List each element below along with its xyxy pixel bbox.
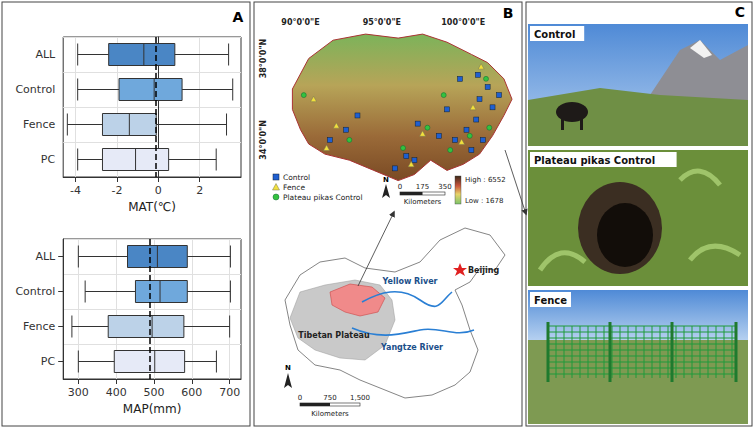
svg-text:Control: Control — [15, 83, 55, 96]
svg-text:700: 700 — [219, 386, 240, 399]
svg-text:Fence: Fence — [283, 183, 305, 192]
svg-text:34°0'0"N: 34°0'0"N — [259, 120, 268, 160]
svg-text:ALL: ALL — [35, 48, 56, 61]
svg-text:A: A — [233, 9, 244, 25]
svg-text:600: 600 — [181, 386, 202, 399]
svg-text:N: N — [383, 176, 389, 184]
svg-text:0: 0 — [298, 394, 302, 402]
svg-text:Tibetan Plateau: Tibetan Plateau — [298, 331, 370, 340]
svg-text:0: 0 — [155, 184, 162, 197]
svg-text:N: N — [285, 364, 291, 372]
svg-text:100°0'0"E: 100°0'0"E — [441, 18, 485, 27]
svg-text:Yellow River: Yellow River — [381, 277, 437, 286]
svg-text:Kilometers: Kilometers — [311, 410, 349, 418]
svg-text:400: 400 — [106, 386, 127, 399]
svg-text:500: 500 — [143, 386, 164, 399]
svg-text:ALL: ALL — [35, 250, 56, 263]
svg-text:Kilometers: Kilometers — [404, 198, 442, 206]
svg-text:Fence: Fence — [534, 295, 567, 306]
svg-text:Fence: Fence — [23, 320, 56, 333]
svg-text:38°0'0"N: 38°0'0"N — [259, 39, 268, 79]
svg-text:Control: Control — [15, 285, 55, 298]
svg-text:0: 0 — [398, 183, 402, 191]
svg-text:MAP(mm): MAP(mm) — [123, 402, 182, 416]
svg-text:High : 6552: High : 6552 — [465, 176, 506, 184]
svg-text:PC: PC — [41, 153, 56, 166]
svg-text:2: 2 — [196, 184, 203, 197]
svg-text:1,500: 1,500 — [350, 394, 370, 402]
svg-text:300: 300 — [68, 386, 89, 399]
svg-text:B: B — [503, 5, 514, 21]
svg-text:95°0'0"E: 95°0'0"E — [363, 18, 401, 27]
svg-text:Beijing: Beijing — [468, 266, 499, 275]
svg-text:-2: -2 — [111, 184, 122, 197]
svg-text:90°0'0"E: 90°0'0"E — [281, 18, 319, 27]
svg-text:175: 175 — [416, 183, 429, 191]
svg-text:Yangtze River: Yangtze River — [380, 343, 443, 352]
svg-text:Fence: Fence — [23, 118, 56, 131]
svg-text:750: 750 — [323, 394, 336, 402]
svg-text:350: 350 — [438, 183, 451, 191]
svg-text:PC: PC — [41, 355, 56, 368]
svg-text:Plateau pikas Control: Plateau pikas Control — [283, 193, 363, 202]
svg-text:C: C — [735, 4, 745, 20]
svg-text:Control: Control — [534, 29, 575, 40]
svg-text:Plateau pikas Control: Plateau pikas Control — [534, 155, 655, 166]
svg-text:Control: Control — [283, 173, 310, 182]
svg-text:-4: -4 — [70, 184, 81, 197]
svg-text:Low : 1678: Low : 1678 — [465, 197, 503, 205]
svg-text:MAT(℃): MAT(℃) — [128, 200, 176, 214]
